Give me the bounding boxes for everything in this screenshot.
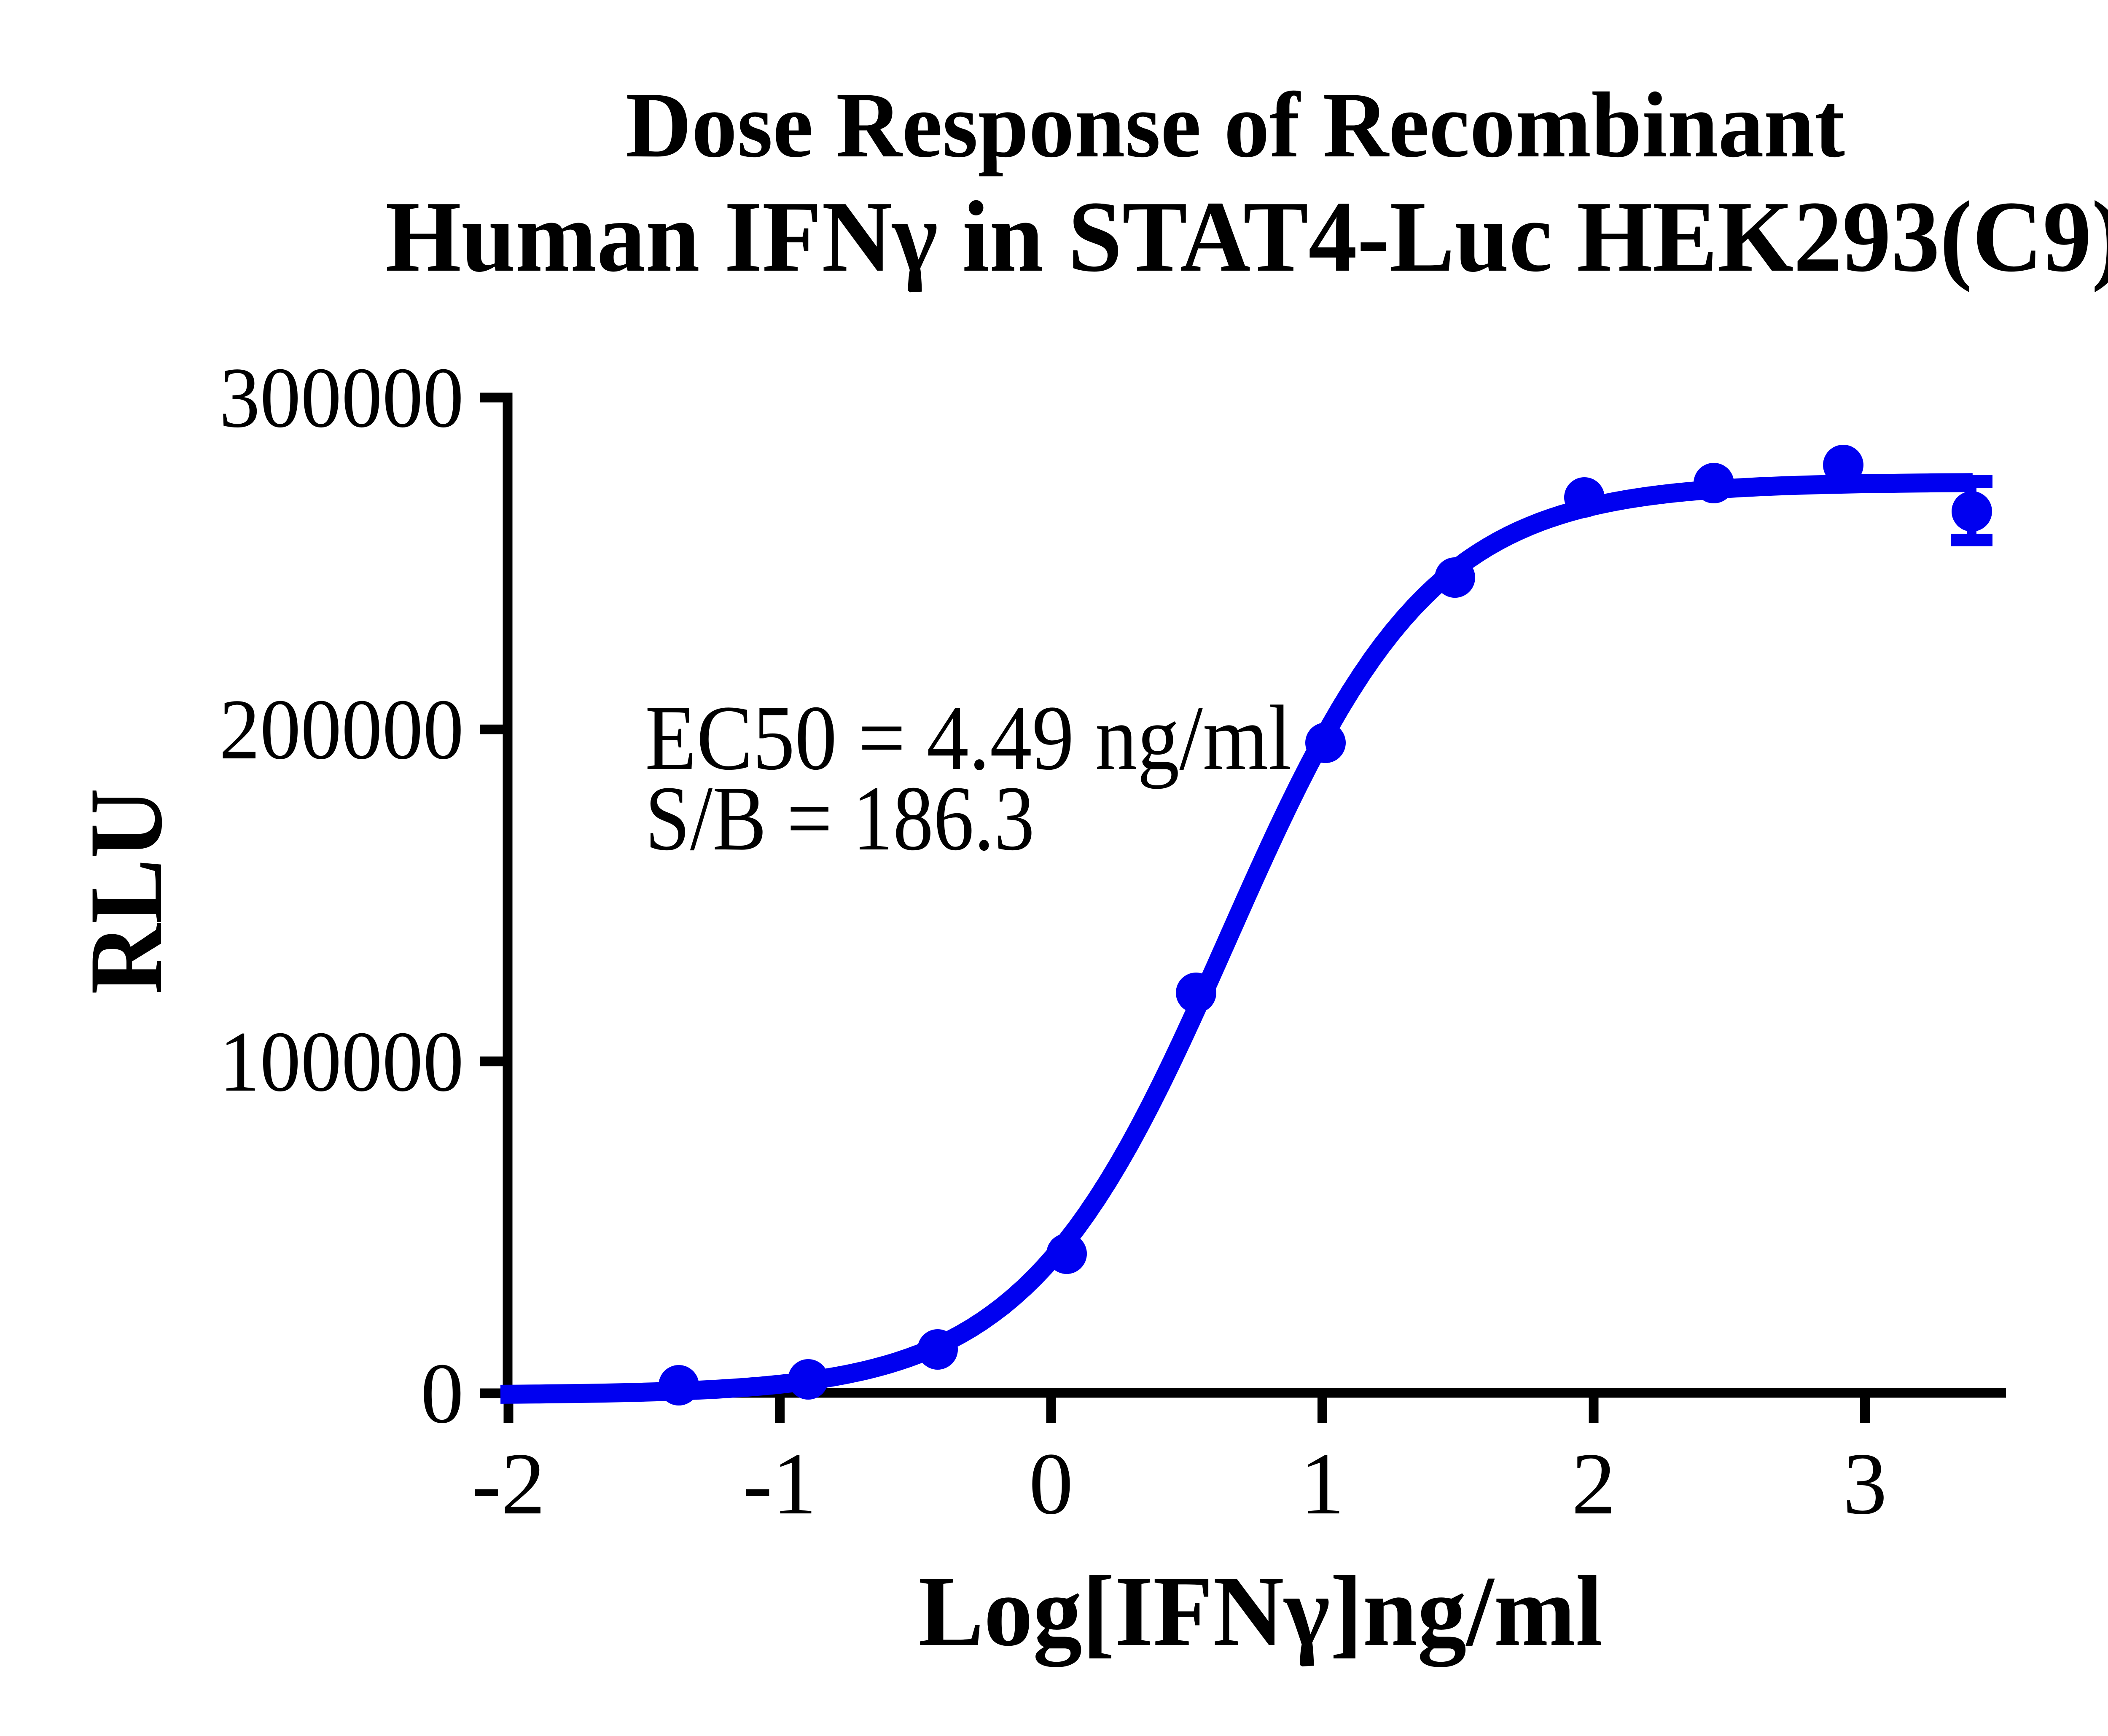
svg-text:0: 0 [421, 1346, 464, 1441]
svg-text:100000: 100000 [219, 1014, 464, 1110]
svg-text:S/B = 186.3: S/B = 186.3 [645, 767, 1035, 870]
svg-text:0: 0 [1029, 1435, 1073, 1533]
svg-text:Human IFNγ in STAT4-Luc HEK293: Human IFNγ in STAT4-Luc HEK293(C9) [385, 180, 2108, 293]
svg-text:EC50 = 4.49 ng/ml: EC50 = 4.49 ng/ml [645, 686, 1292, 789]
svg-text:-2: -2 [472, 1435, 546, 1533]
svg-text:3: 3 [1843, 1435, 1887, 1533]
svg-text:200000: 200000 [219, 682, 464, 777]
svg-text:Log[IFNγ]ng/ml: Log[IFNγ]ng/ml [918, 1555, 1603, 1667]
svg-text:RLU: RLU [68, 788, 184, 994]
svg-text:-1: -1 [743, 1435, 817, 1533]
svg-text:Dose Response of Recombinant: Dose Response of Recombinant [626, 73, 1845, 177]
svg-text:2: 2 [1572, 1435, 1616, 1533]
svg-text:1: 1 [1300, 1435, 1344, 1533]
svg-text:300000: 300000 [219, 350, 464, 446]
